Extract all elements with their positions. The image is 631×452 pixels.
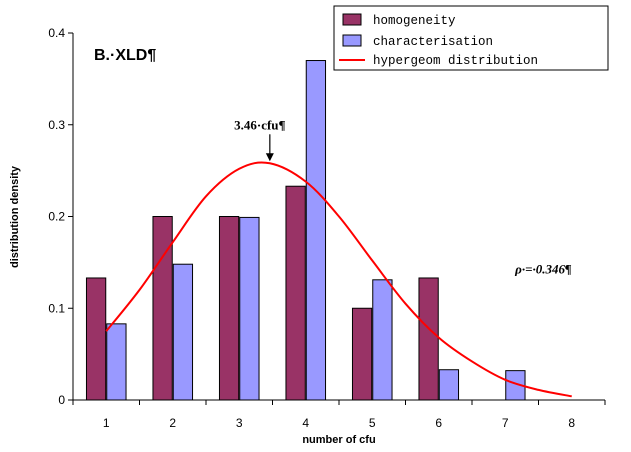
bar-characterisation-6: [438, 369, 460, 401]
annotation-correlation-label: ρ·=·0.346¶: [514, 261, 572, 276]
bar-homogeneity-3: [218, 216, 240, 401]
x-tick-label: 6: [435, 416, 442, 430]
y-tick-label: 0.4: [48, 26, 65, 40]
annotation-peak-label: 3.46·cfu¶: [234, 117, 285, 132]
legend-entry-hypergeom-distribution-label: hypergeom distribution: [373, 54, 538, 68]
panel-label: B.·XLD¶: [94, 47, 156, 64]
plot-area: 0 0.1 0.2 0.3 0.4 1 2 3 4 5 6 7 8: [48, 26, 606, 430]
x-tick-label: 8: [568, 416, 575, 430]
x-tick-label: 1: [103, 416, 110, 430]
legend-entry-homogeneity-swatch: [342, 13, 362, 26]
legend: homogeneity characterisation hypergeom dis…: [333, 5, 609, 71]
bar-homogeneity-5: [351, 307, 373, 401]
x-tick-label: 5: [369, 416, 376, 430]
y-tick-label: 0.2: [48, 210, 65, 224]
bar-characterisation-5: [372, 279, 393, 401]
line-hypergeom-distribution: [105, 161, 572, 398]
y-axis-title: distribution density: [9, 165, 21, 268]
y-tick-label: 0.1: [48, 301, 65, 315]
x-axis-title: number of cfu: [302, 434, 375, 446]
annotation-arrow-head: [265, 153, 274, 162]
bar-homogeneity-2: [152, 216, 173, 401]
legend-entry-characterisation-swatch: [342, 34, 362, 47]
bar-homogeneity-4: [285, 185, 306, 401]
y-tick-label: 0.3: [48, 118, 65, 132]
legend-entry-characterisation-label: characterisation: [373, 35, 493, 49]
bar-characterisation-1: [106, 323, 127, 401]
bar-homogeneity-6: [418, 277, 439, 401]
x-tick-label: 3: [236, 416, 243, 430]
bar-characterisation-3: [239, 216, 260, 401]
bar-characterisation-7: [505, 370, 526, 401]
bar-homogeneity-1: [85, 277, 107, 401]
legend-entry-homogeneity-label: homogeneity: [373, 14, 456, 28]
legend-box: [333, 5, 609, 71]
y-tick-label: 0: [58, 393, 65, 407]
x-tick-label: 2: [169, 416, 176, 430]
bar-characterisation-4: [305, 60, 327, 401]
annotations: 3.46·cfu¶ ρ·=·0.346¶: [234, 117, 572, 276]
x-tick-label: 7: [502, 416, 509, 430]
bar-characterisation-2: [172, 263, 194, 401]
x-tick-label: 4: [302, 416, 309, 430]
